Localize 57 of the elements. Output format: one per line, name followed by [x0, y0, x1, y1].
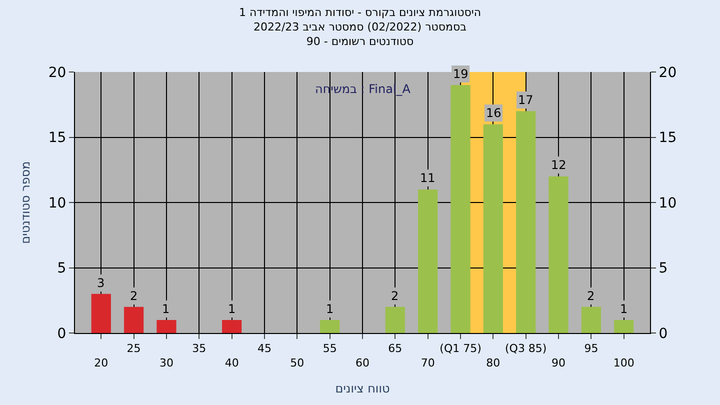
data-label: 1	[326, 302, 334, 316]
chart-subtitle: בסמסטר (02/2022) סמסטר אביב 2022/23 סטודנטים רשומים - 90	[253, 20, 467, 48]
y2-tick-label: 10	[658, 195, 677, 212]
data-label: 2	[391, 289, 399, 303]
bar	[320, 320, 340, 333]
x-tick-label: 35	[192, 342, 206, 356]
x-tick-label: 60	[356, 356, 370, 370]
bar	[548, 176, 568, 333]
y2-tick-label: 0	[658, 326, 668, 342]
x-tick-label: (Q3 85)	[504, 342, 547, 356]
x-tick-label: 30	[159, 356, 174, 370]
x-tick-label: 70	[420, 356, 435, 370]
bar	[91, 294, 111, 333]
x-tick-label: 95	[584, 342, 598, 356]
bar	[124, 306, 144, 333]
data-label: 2	[130, 289, 138, 303]
x-tick-label: 50	[290, 356, 304, 370]
data-label: 17	[518, 93, 534, 107]
bar	[614, 320, 634, 333]
bar	[581, 306, 601, 333]
bar	[156, 320, 176, 333]
data-label: 1	[162, 302, 170, 316]
data-label: 12	[551, 158, 566, 172]
y-tick-label: 0	[57, 326, 66, 342]
x-tick-label: 20	[94, 356, 108, 370]
data-label: 16	[486, 106, 502, 120]
data-label: 19	[453, 67, 468, 81]
bar	[385, 306, 405, 333]
y-tick-label: 10	[48, 195, 66, 212]
bar	[450, 85, 470, 333]
x-tick-label: 65	[388, 342, 402, 356]
x-tick-label: 55	[322, 342, 337, 356]
x-tick-label: 90	[552, 356, 566, 370]
data-label: 3	[97, 276, 105, 290]
x-tick-label: 25	[126, 342, 141, 356]
x-tick-label: (Q1 75)	[440, 342, 482, 356]
y-tick-label: 5	[57, 260, 66, 277]
y-tick-label: 20	[48, 64, 66, 81]
bar	[483, 124, 503, 333]
chart-title: היסטוגרמת ציונים בקורס - יסודות המיפוי והמדידה 1	[238, 6, 482, 20]
x-tick-label: 80	[486, 356, 500, 370]
y2-tick-label: 15	[658, 130, 677, 146]
bar	[418, 189, 438, 333]
y-tick-label: 15	[48, 130, 66, 146]
data-label: 1	[620, 302, 628, 316]
y2-tick-label: 5	[658, 260, 668, 277]
data-label: 1	[228, 302, 236, 316]
bar	[516, 111, 536, 333]
x-tick-label: 100	[613, 356, 634, 370]
x-axis-title: טווח ציונים	[335, 381, 390, 396]
bar	[222, 320, 242, 333]
data-label: 2	[587, 289, 595, 303]
y-axis-title: מספר סטודנטים	[18, 161, 33, 244]
x-tick-label: 40	[224, 356, 239, 370]
data-label: 11	[420, 171, 436, 185]
x-tick-label: 45	[257, 342, 272, 356]
y2-tick-label: 20	[658, 64, 677, 81]
